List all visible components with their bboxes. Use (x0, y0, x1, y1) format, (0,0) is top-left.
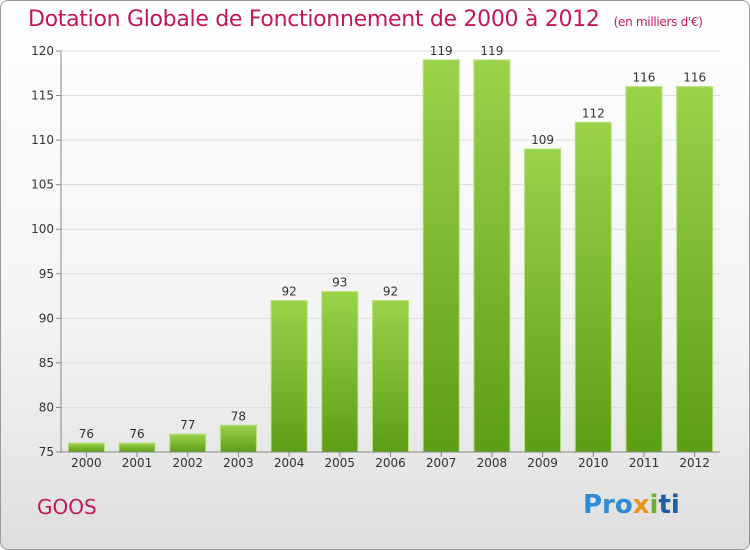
data-label: 78 (231, 409, 246, 423)
bar (67, 442, 105, 453)
data-label: 116 (633, 71, 656, 85)
data-label: 76 (79, 427, 94, 441)
x-tick-label: 2001 (122, 456, 153, 470)
x-tick-label: 2002 (172, 456, 203, 470)
y-tick-label: 105 (31, 178, 54, 192)
y-tick-label: 120 (31, 44, 54, 58)
x-tick-label: 2005 (325, 456, 356, 470)
x-tick-label: 2010 (578, 456, 609, 470)
y-tick-label: 90 (39, 311, 54, 325)
y-tick-label: 95 (39, 267, 54, 281)
data-label: 92 (383, 285, 398, 299)
y-tick-label: 115 (31, 89, 54, 103)
x-tick-label: 2007 (426, 456, 457, 470)
data-label: 76 (129, 427, 144, 441)
bar (118, 442, 156, 453)
x-tick-label: 2004 (274, 456, 305, 470)
data-label: 77 (180, 418, 195, 432)
bar (219, 424, 257, 453)
data-label: 92 (281, 285, 296, 299)
x-tick-label: 2008 (477, 456, 508, 470)
bar (372, 300, 409, 453)
data-label: 116 (683, 71, 706, 85)
data-label: 112 (582, 106, 605, 120)
chart-title: Dotation Globale de Fonctionnement de 20… (28, 7, 703, 32)
bar (473, 59, 511, 453)
x-tick-label: 2003 (223, 456, 254, 470)
y-tick-label: 80 (39, 400, 54, 414)
bar (169, 433, 207, 453)
data-label: 119 (430, 44, 453, 58)
x-tick-label: 2012 (679, 456, 710, 470)
y-tick-label: 85 (39, 356, 54, 370)
bar (524, 148, 562, 453)
data-label: 119 (480, 44, 503, 58)
commune-name: GOOS (37, 495, 97, 519)
proxiti-logo: Proxiti (583, 490, 680, 520)
bar (676, 86, 714, 453)
bar (270, 300, 308, 453)
x-tick-label: 2000 (71, 456, 102, 470)
x-tick-label: 2011 (629, 456, 660, 470)
bar (321, 291, 359, 453)
x-tick-label: 2009 (527, 456, 558, 470)
y-tick-label: 75 (39, 445, 54, 459)
x-tick-label: 2006 (375, 456, 406, 470)
data-label: 109 (531, 133, 554, 147)
bar (625, 86, 663, 453)
data-label: 93 (332, 276, 347, 290)
y-tick-label: 100 (31, 222, 54, 236)
y-tick-label: 110 (31, 133, 54, 147)
bar (574, 121, 612, 453)
chart-subtitle: (en milliers d'€) (613, 15, 703, 29)
bar (422, 59, 460, 453)
